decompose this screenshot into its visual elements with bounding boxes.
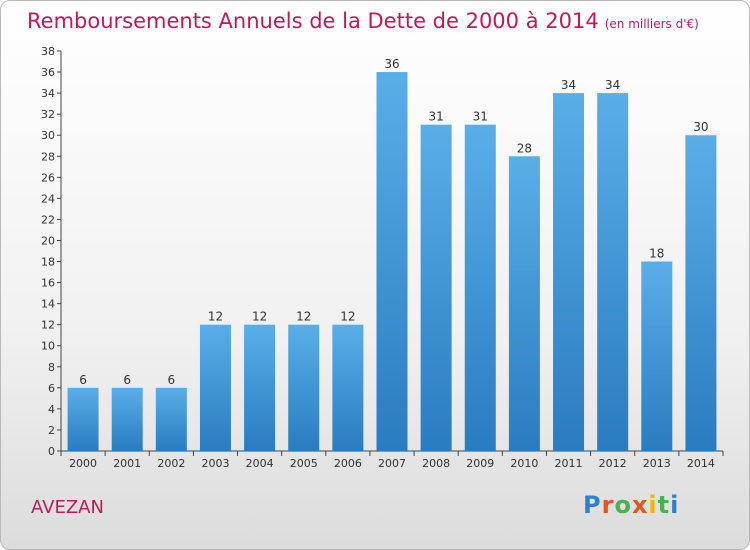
logo-letter: P [583, 491, 602, 519]
logo-letter: t [657, 491, 671, 519]
bar-2005[interactable] [288, 324, 320, 451]
chart-title: Remboursements Annuels de la Dette de 20… [27, 9, 699, 33]
bar-value-label: 28 [517, 141, 532, 155]
y-tick-label: 32 [41, 108, 55, 121]
x-tick-label: 2005 [290, 457, 318, 470]
bar-2009[interactable] [464, 124, 496, 452]
bar-2001[interactable] [111, 387, 143, 451]
y-tick-label: 36 [41, 66, 55, 79]
bar-2002[interactable] [155, 387, 187, 451]
logo-letter: i [670, 491, 680, 519]
x-tick-label: 2002 [157, 457, 185, 470]
x-tick-label: 2012 [599, 457, 627, 470]
y-tick-label: 6 [48, 382, 55, 395]
y-tick-label: 28 [41, 150, 55, 163]
bar-value-label: 31 [473, 110, 488, 124]
y-tick-label: 20 [41, 234, 55, 247]
y-tick-label: 10 [41, 340, 55, 353]
y-tick-label: 18 [41, 256, 55, 269]
y-tick-label: 34 [41, 87, 55, 100]
bar-2012[interactable] [597, 93, 629, 452]
x-tick-label: 2003 [201, 457, 229, 470]
bar-value-label: 12 [340, 310, 355, 324]
y-tick-label: 22 [41, 213, 55, 226]
y-tick-label: 0 [48, 445, 55, 458]
y-tick-label: 2 [48, 424, 55, 437]
bar-2008[interactable] [420, 124, 452, 452]
bar-value-label: 18 [649, 247, 664, 261]
bar-value-label: 6 [168, 373, 176, 387]
bar-value-label: 34 [605, 78, 620, 92]
bar-2013[interactable] [641, 261, 673, 451]
y-tick-label: 8 [48, 361, 55, 374]
x-tick-label: 2009 [466, 457, 494, 470]
x-tick-label: 2007 [378, 457, 406, 470]
x-tick-label: 2014 [687, 457, 715, 470]
logo-letter: o [614, 491, 632, 519]
y-tick-label: 26 [41, 171, 55, 184]
bar-2014[interactable] [685, 135, 717, 452]
y-tick-label: 12 [41, 319, 55, 332]
bar-2006[interactable] [332, 324, 364, 451]
bar-2003[interactable] [199, 324, 231, 451]
y-tick-label: 14 [41, 298, 55, 311]
x-tick-label: 2001 [113, 457, 141, 470]
chart-unit: (en milliers d'€) [604, 17, 699, 31]
bar-value-label: 12 [296, 310, 311, 324]
x-tick-label: 2008 [422, 457, 450, 470]
bar-2004[interactable] [244, 324, 276, 451]
x-tick-label: 2000 [69, 457, 97, 470]
bar-value-label: 34 [561, 78, 576, 92]
proxiti-logo[interactable]: Proxiti [583, 491, 679, 519]
logo-letter: r [601, 491, 615, 519]
logo-letter: x [631, 491, 649, 519]
bar-value-label: 12 [252, 310, 267, 324]
bar-2007[interactable] [376, 72, 408, 451]
bar-2010[interactable] [508, 156, 540, 451]
y-tick-label: 38 [41, 45, 55, 58]
logo-letter: i [648, 491, 658, 519]
x-tick-label: 2006 [334, 457, 362, 470]
bar-value-label: 31 [428, 110, 443, 124]
bar-2000[interactable] [67, 387, 99, 451]
x-tick-label: 2011 [555, 457, 583, 470]
bar-value-label: 30 [693, 120, 708, 134]
bar-value-label: 12 [208, 310, 223, 324]
town-name: AVEZAN [31, 497, 104, 518]
y-tick-label: 16 [41, 277, 55, 290]
x-tick-label: 2004 [246, 457, 274, 470]
bar-2011[interactable] [553, 93, 585, 452]
y-tick-label: 30 [41, 129, 55, 142]
y-tick-label: 4 [48, 403, 55, 416]
bar-value-label: 6 [79, 373, 87, 387]
x-tick-label: 2010 [510, 457, 538, 470]
bar-value-label: 6 [123, 373, 131, 387]
x-tick-label: 2013 [643, 457, 671, 470]
y-tick-label: 24 [41, 192, 55, 205]
bar-value-label: 36 [384, 57, 399, 71]
